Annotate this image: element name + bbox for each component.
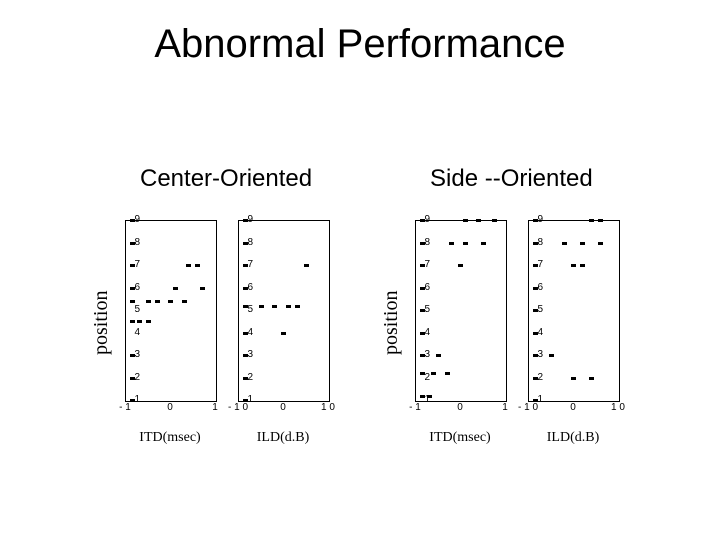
data-marker	[436, 354, 441, 357]
xtick: 0	[273, 402, 293, 413]
xtick: 0	[450, 402, 470, 413]
data-marker	[243, 219, 248, 222]
data-marker	[168, 300, 173, 303]
data-marker	[243, 332, 248, 335]
data-marker	[130, 264, 135, 267]
data-marker	[130, 219, 135, 222]
data-marker	[533, 354, 538, 357]
data-marker	[533, 377, 538, 380]
xtick: 1	[205, 402, 225, 413]
x-axis-label-3: ILD(d.B)	[523, 430, 623, 446]
data-marker	[580, 264, 585, 267]
data-marker	[533, 264, 538, 267]
data-marker	[420, 264, 425, 267]
data-marker	[445, 372, 450, 375]
data-marker	[182, 300, 187, 303]
data-marker	[549, 354, 554, 357]
data-marker	[243, 242, 248, 245]
data-marker	[533, 287, 538, 290]
data-marker	[431, 372, 436, 375]
slide-title: Abnormal Performance	[0, 22, 720, 67]
data-marker	[420, 395, 425, 398]
xtick: 1 0	[608, 402, 628, 413]
data-marker	[463, 242, 468, 245]
ytick: 5	[128, 304, 140, 315]
data-marker	[243, 354, 248, 357]
section-right-label: Side --Oriented	[430, 165, 593, 193]
xtick: - 1	[115, 402, 135, 413]
xtick: - 1 0	[228, 402, 248, 413]
data-marker	[420, 372, 425, 375]
data-marker	[304, 264, 309, 267]
data-marker	[420, 309, 425, 312]
xtick: 0	[160, 402, 180, 413]
section-left-label: Center-Oriented	[140, 165, 312, 193]
data-marker	[155, 300, 160, 303]
data-marker	[130, 300, 135, 303]
data-marker	[130, 242, 135, 245]
y-axis-label-right: position	[380, 291, 403, 355]
data-marker	[243, 264, 248, 267]
data-marker	[580, 242, 585, 245]
data-marker	[295, 305, 300, 308]
data-marker	[562, 242, 567, 245]
data-marker	[533, 219, 538, 222]
data-marker	[130, 287, 135, 290]
data-marker	[420, 354, 425, 357]
data-marker	[589, 219, 594, 222]
xtick: 1 0	[318, 402, 338, 413]
data-marker	[259, 305, 264, 308]
data-marker	[598, 219, 603, 222]
xtick: - 1	[405, 402, 425, 413]
data-marker	[598, 242, 603, 245]
xtick: 1	[495, 402, 515, 413]
data-marker	[146, 300, 151, 303]
data-marker	[272, 305, 277, 308]
data-marker	[200, 287, 205, 290]
data-marker	[186, 264, 191, 267]
data-marker	[243, 399, 248, 402]
xtick: 0	[563, 402, 583, 413]
data-marker	[130, 377, 135, 380]
data-marker	[281, 332, 286, 335]
data-marker	[463, 219, 468, 222]
ytick: 4	[128, 327, 140, 338]
data-marker	[286, 305, 291, 308]
data-marker	[458, 264, 463, 267]
data-marker	[533, 309, 538, 312]
y-axis-label-left: position	[90, 291, 113, 355]
data-marker	[481, 242, 486, 245]
data-marker	[533, 242, 538, 245]
data-marker	[476, 219, 481, 222]
x-axis-label-1: ILD(d.B)	[233, 430, 333, 446]
slide: { "title": "Abnormal Performance", "sect…	[0, 0, 720, 540]
data-marker	[533, 399, 538, 402]
x-axis-label-0: ITD(msec)	[120, 430, 220, 446]
data-marker	[130, 320, 135, 323]
data-marker	[449, 242, 454, 245]
data-marker	[571, 377, 576, 380]
data-marker	[533, 332, 538, 335]
data-marker	[243, 377, 248, 380]
data-marker	[420, 219, 425, 222]
data-marker	[243, 305, 248, 308]
data-marker	[420, 242, 425, 245]
data-marker	[130, 399, 135, 402]
xtick: - 1 0	[518, 402, 538, 413]
data-marker	[130, 354, 135, 357]
data-marker	[195, 264, 200, 267]
data-marker	[492, 219, 497, 222]
data-marker	[420, 332, 425, 335]
x-axis-label-2: ITD(msec)	[410, 430, 510, 446]
data-marker	[173, 287, 178, 290]
data-marker	[243, 287, 248, 290]
data-marker	[589, 377, 594, 380]
data-marker	[420, 287, 425, 290]
data-marker	[571, 264, 576, 267]
data-marker	[146, 320, 151, 323]
data-marker	[137, 320, 142, 323]
data-marker	[427, 395, 432, 398]
